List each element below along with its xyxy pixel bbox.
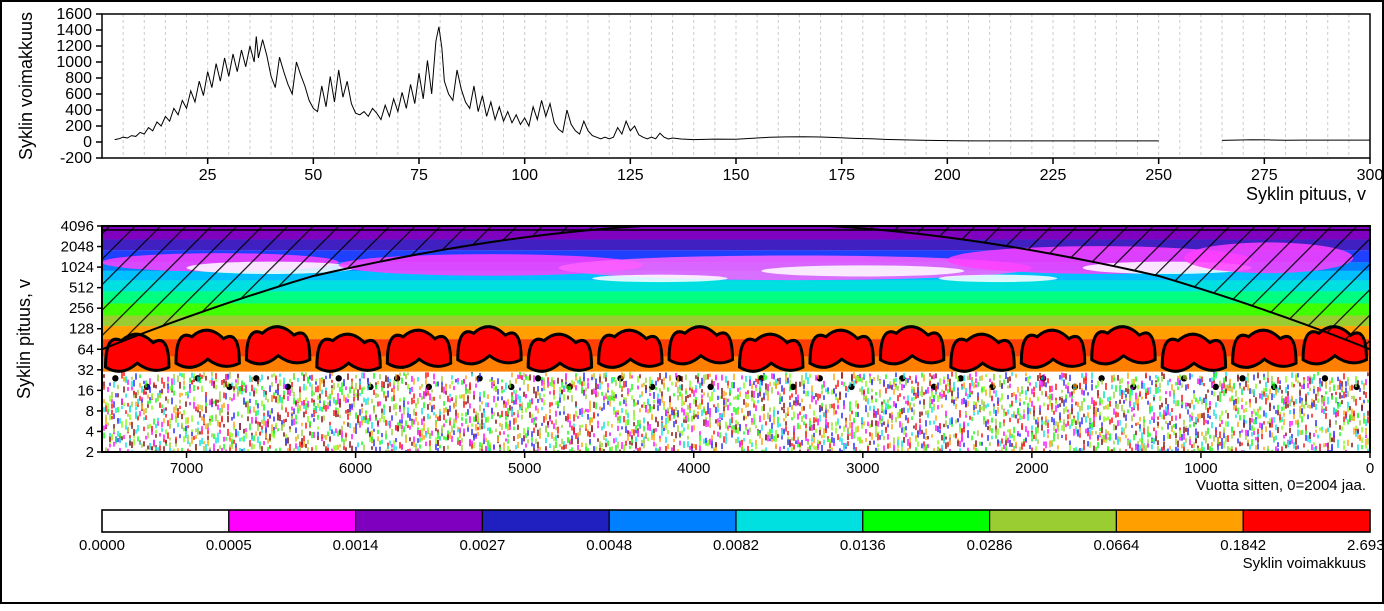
top-xtick-label: 175 bbox=[828, 167, 855, 184]
top-xtick-label: 150 bbox=[723, 167, 750, 184]
scalogram-dot bbox=[1213, 384, 1219, 390]
scalogram-dot bbox=[1322, 375, 1328, 381]
bottom-xtick-label: 0 bbox=[1366, 460, 1374, 477]
scalogram-blob bbox=[592, 275, 727, 282]
bottom-ytick-label: 512 bbox=[69, 280, 94, 297]
colorbar-title: Syklin voimakkuus bbox=[1243, 555, 1366, 572]
bottom-xtick-label: 3000 bbox=[846, 460, 879, 477]
top-xtick-label: 200 bbox=[934, 167, 961, 184]
scalogram-dot bbox=[707, 384, 713, 390]
colorbar-cell bbox=[990, 510, 1117, 532]
top-xtick-label: 75 bbox=[410, 167, 428, 184]
top-xtick-label: 225 bbox=[1040, 167, 1067, 184]
top-xlabel: Syklin pituus, v bbox=[1246, 184, 1366, 204]
bottom-xtick-label: 6000 bbox=[339, 460, 372, 477]
colorbar-tick-label: 0.0286 bbox=[967, 537, 1013, 554]
scalogram-dot bbox=[1239, 375, 1245, 381]
top-xtick-label: 250 bbox=[1145, 167, 1172, 184]
top-xtick-label: 25 bbox=[199, 167, 217, 184]
scalogram-blob bbox=[761, 265, 964, 276]
colorbar-tick-label: 2.6930 bbox=[1347, 537, 1384, 554]
bottom-ytick-label: 16 bbox=[77, 382, 94, 399]
bottom-xlabel: Vuotta sitten, 0=2004 jaa. bbox=[1196, 477, 1366, 494]
bottom-ytick-label: 2 bbox=[86, 444, 94, 461]
top-ytick-label: 400 bbox=[65, 102, 92, 119]
colorbar: 0.0000 0.0005 0.0014 0.0027 0.0048 0.0082 0.01… bbox=[79, 510, 1384, 572]
scalogram-band bbox=[102, 315, 1370, 326]
bottom-ytick-label: 1024 bbox=[61, 259, 94, 276]
top-ytick-label: 1600 bbox=[56, 6, 92, 23]
top-ytick-label: 1400 bbox=[56, 22, 92, 39]
colorbar-tick-label: 0.0664 bbox=[1093, 537, 1139, 554]
colorbar-tick-label: 0.1842 bbox=[1220, 537, 1266, 554]
bottom-xtick-label: 4000 bbox=[677, 460, 710, 477]
bottom-ytick-label: 256 bbox=[69, 300, 94, 317]
bottom-ytick-label: 128 bbox=[69, 321, 94, 338]
top-ytick-label: 600 bbox=[65, 86, 92, 103]
top-ytick-label: 200 bbox=[65, 118, 92, 135]
top-xtick-label: 300 bbox=[1357, 167, 1384, 184]
bottom-xtick-label: 2000 bbox=[1015, 460, 1048, 477]
top-ylabel: Syklin voimakkuus bbox=[16, 12, 36, 160]
top-ytick-label: 1000 bbox=[56, 54, 92, 71]
scalogram-dot bbox=[1040, 375, 1046, 381]
colorbar-cell bbox=[736, 510, 863, 532]
top-ytick-label: 0 bbox=[83, 134, 92, 151]
scalogram-area bbox=[102, 223, 1370, 459]
colorbar-cell bbox=[102, 510, 229, 532]
colorbar-cell bbox=[482, 510, 609, 532]
bottom-ytick-label: 8 bbox=[86, 403, 94, 420]
bottom-ylabel: Syklin pituus, v bbox=[14, 279, 34, 399]
bottom-ytick-label: 64 bbox=[77, 341, 94, 358]
colorbar-tick-label: 0.0005 bbox=[206, 537, 252, 554]
top-ytick-label: 800 bbox=[65, 70, 92, 87]
bottom-xtick-label: 7000 bbox=[170, 460, 203, 477]
scalogram-dot bbox=[336, 375, 342, 381]
colorbar-cell bbox=[863, 510, 990, 532]
top-xtick-label: 275 bbox=[1251, 167, 1278, 184]
colorbar-tick-label: 0.0048 bbox=[586, 537, 632, 554]
colorbar-tick-label: 0.0082 bbox=[713, 537, 759, 554]
bottom-xtick-label: 1000 bbox=[1184, 460, 1217, 477]
bottom-ytick-label: 2048 bbox=[61, 239, 94, 256]
colorbar-cell bbox=[1116, 510, 1243, 532]
colorbar-tick-label: 0.0014 bbox=[333, 537, 379, 554]
scalogram-dot bbox=[112, 375, 118, 381]
figure-svg: -200020040060080010001200140016002550751… bbox=[2, 2, 1384, 606]
bottom-xtick-label: 5000 bbox=[508, 460, 541, 477]
colorbar-cell bbox=[229, 510, 356, 532]
bottom-ytick-label: 4 bbox=[86, 423, 94, 440]
top-ytick-label: 1200 bbox=[56, 38, 92, 55]
top-ytick-label: -200 bbox=[60, 150, 92, 167]
bottom-ytick-label: 4096 bbox=[61, 218, 94, 235]
scalogram-band bbox=[102, 291, 1370, 303]
bottom-ytick-label: 32 bbox=[77, 362, 94, 379]
colorbar-cell bbox=[609, 510, 736, 532]
top-xtick-label: 125 bbox=[617, 167, 644, 184]
scalogram-dot bbox=[508, 384, 514, 390]
scalogram-dot bbox=[1130, 384, 1136, 390]
top-xtick-label: 100 bbox=[511, 167, 538, 184]
scalogram-dot bbox=[535, 375, 541, 381]
colorbar-tick-label: 0.0027 bbox=[459, 537, 505, 554]
colorbar-tick-label: 0.0000 bbox=[79, 537, 125, 554]
colorbar-cell bbox=[356, 510, 483, 532]
scalogram-band bbox=[102, 303, 1370, 315]
colorbar-cell bbox=[1243, 510, 1370, 532]
colorbar-tick-label: 0.0136 bbox=[840, 537, 886, 554]
top-xtick-label: 50 bbox=[304, 167, 322, 184]
bottom-plot: 2 4 8 16 32 64 128 256 512 1024 2048 4096 7000 6000 50… bbox=[14, 218, 1374, 494]
scalogram-blob bbox=[939, 275, 1057, 282]
figure-frame: -200020040060080010001200140016002550751… bbox=[0, 0, 1384, 604]
scalogram-dot bbox=[1072, 384, 1078, 390]
